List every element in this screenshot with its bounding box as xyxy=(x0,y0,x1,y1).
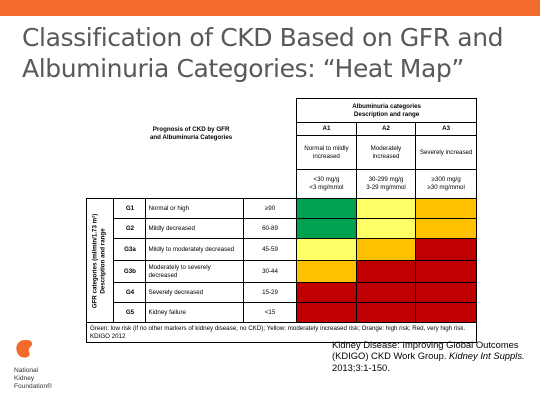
kidney-logo-icon xyxy=(16,340,33,358)
gfr-code-g3b: G3b xyxy=(113,260,147,283)
gfr-code-g2: G2 xyxy=(113,218,147,239)
risk-cell-g2-a2 xyxy=(355,218,417,239)
albuminuria-header: Albuminuria categories Description and r… xyxy=(296,98,477,123)
albuminuria-description-a3: Severely increased xyxy=(415,135,477,170)
gfr-description-g5: Kidney failure xyxy=(145,302,244,323)
risk-cell-g3a-a1 xyxy=(296,238,357,261)
risk-cell-g3a-a2 xyxy=(355,238,417,261)
gfr-range-g4: 15-29 xyxy=(242,282,298,303)
risk-cell-g2-a3 xyxy=(415,218,477,239)
risk-cell-g5-a2 xyxy=(355,302,417,323)
slide-title-line2: Albuminuria Categories: “Heat Map” xyxy=(22,54,464,83)
citation-journal: Kidney Int Suppls. xyxy=(449,350,525,362)
logo-line2: Kidney xyxy=(14,375,35,382)
gfr-row-g2: G2 Mildly decreased 60-89 xyxy=(87,218,477,239)
gfr-description-g3b: Moderately to severely decreased xyxy=(145,260,244,283)
risk-cell-g5-a3 xyxy=(415,302,477,323)
gfr-axis-label: GFR categories (ml/min/1.73 m²) Descripti… xyxy=(85,198,115,323)
gfr-row-g3a: G3a Mildly to moderately decreased 45-59 xyxy=(87,238,477,261)
gfr-code-g4: G4 xyxy=(113,282,147,303)
gfr-range-g2: 60-89 xyxy=(242,218,298,239)
risk-cell-g4-a3 xyxy=(415,282,477,303)
prognosis-title-line1: Prognosis of CKD by GFR xyxy=(152,126,230,134)
albuminuria-range-a3: ≥300 mg/g ≥30 mg/mmol xyxy=(415,169,477,199)
gfr-axis-label-line2: Description and range xyxy=(99,227,106,294)
albuminuria-description-a2: Moderately increased xyxy=(355,135,417,170)
legend-text: Green: low risk (if no other markers of … xyxy=(90,325,466,332)
albuminuria-header-line2: Description and range xyxy=(353,110,420,118)
citation-line1: Kidney Disease: Improving Global Outcome… xyxy=(332,339,519,350)
risk-cell-g3a-a3 xyxy=(415,238,477,261)
gfr-row-g4: G4 Severely decreased 15-29 xyxy=(87,282,477,303)
risk-cell-g3b-a1 xyxy=(296,260,357,283)
gfr-code-g1: G1 xyxy=(113,198,147,219)
gfr-row-g1: GFR categories (ml/min/1.73 m²) Descripti… xyxy=(85,198,477,323)
spacer-cell xyxy=(86,170,297,199)
gfr-code-g3a: G3a xyxy=(113,238,147,261)
logo-line3: Foundation® xyxy=(14,383,52,390)
risk-cell-g1-a1 xyxy=(296,198,357,219)
risk-cell-g3b-a3 xyxy=(415,260,477,283)
citation-line3: 2013;3:1-150. xyxy=(332,361,390,373)
slide-title: Classification of CKD Based on GFR and A… xyxy=(22,22,532,84)
top-accent-bar xyxy=(0,0,540,16)
risk-cell-g4-a1 xyxy=(296,282,357,303)
risk-cell-g1-a2 xyxy=(355,198,417,219)
gfr-description-g4: Severely decreased xyxy=(145,282,244,303)
gfr-axis-label-line1: GFR categories (ml/min/1.73 m²) xyxy=(91,213,99,308)
prognosis-title-line2: and Albuminuria Categories xyxy=(149,134,233,141)
risk-cell-g3b-a2 xyxy=(355,260,417,283)
albuminuria-header-line1: Albuminuria categories xyxy=(352,102,421,110)
risk-cell-g4-a2 xyxy=(355,282,417,303)
gfr-row-g5: G5 Kidney failure <15 xyxy=(87,302,477,323)
risk-cell-g1-a3 xyxy=(415,198,477,219)
ckd-heat-map-table: Prognosis of CKD by GFR and Albuminuria … xyxy=(85,98,477,344)
gfr-description-g2: Mildly decreased xyxy=(145,218,244,239)
albuminuria-description-a1: Normal to mildly increased xyxy=(296,135,357,170)
source-text: KDIGO 2012 xyxy=(90,332,126,340)
gfr-code-g5: G5 xyxy=(113,302,147,323)
citation-line2: (KDIGO) CKD Work Group. xyxy=(332,350,450,362)
citation: Kidney Disease: Improving Global Outcome… xyxy=(332,339,532,373)
albuminuria-range-a2: 30-299 mg/g 3-29 mg/mmol xyxy=(355,169,417,199)
prognosis-title: Prognosis of CKD by GFR and Albuminuria … xyxy=(86,99,297,170)
logo-line1: National xyxy=(14,367,39,374)
risk-cell-g2-a1 xyxy=(296,218,357,239)
albuminuria-code-a3: A3 xyxy=(415,122,477,136)
gfr-range-g5: <15 xyxy=(242,302,298,323)
risk-cell-g5-a1 xyxy=(296,302,357,323)
nkf-logo-text: National Kidney Foundation® xyxy=(14,367,52,391)
albuminuria-code-a1: A1 xyxy=(296,122,357,136)
gfr-description-g1: Normal or high xyxy=(145,198,244,219)
gfr-row-g3b: G3b Moderately to severely decreased 30-44 xyxy=(87,260,477,283)
legend: Green: low risk (if no other markers of … xyxy=(86,321,477,344)
gfr-description-g3a: Mildly to moderately decreased xyxy=(145,238,244,261)
albuminuria-range-a1: <30 mg/g <3 mg/mmol xyxy=(296,169,357,199)
gfr-range-g3b: 30-44 xyxy=(242,260,298,283)
gfr-range-g3a: 45-59 xyxy=(242,238,298,261)
albuminuria-code-a2: A2 xyxy=(355,122,417,136)
nkf-logo: National Kidney Foundation® xyxy=(14,338,52,391)
slide-title-line1: Classification of CKD Based on GFR and xyxy=(22,23,504,52)
gfr-range-g1: ≥90 xyxy=(242,198,298,219)
